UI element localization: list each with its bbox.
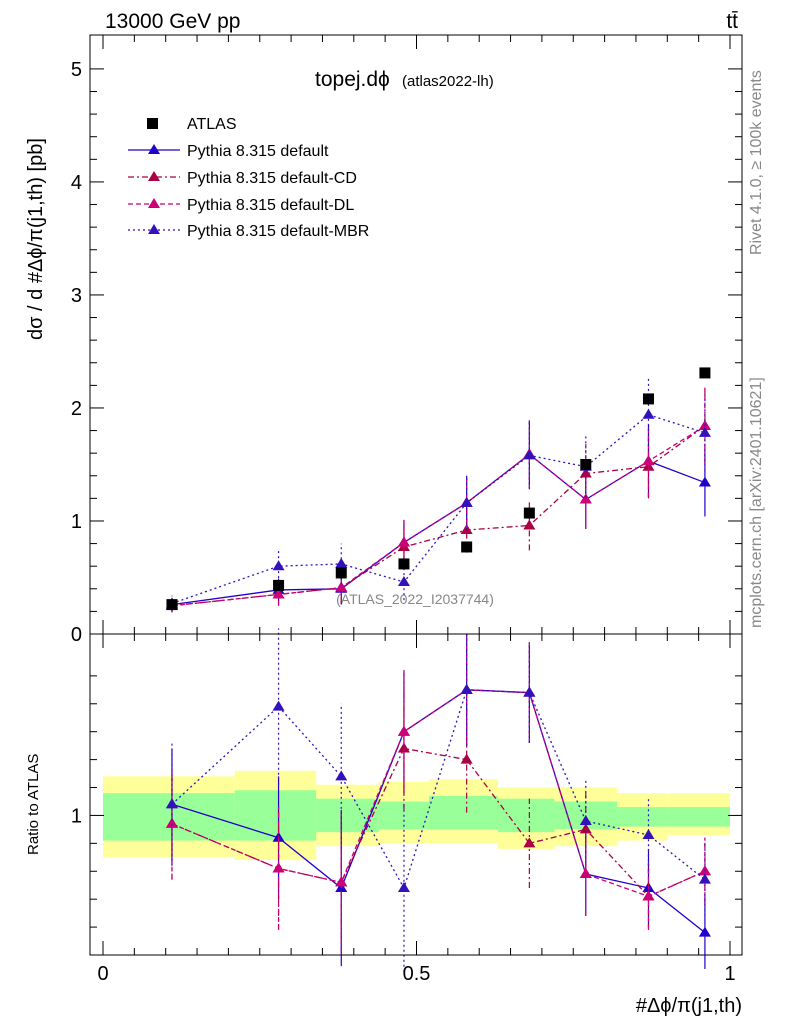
series-point-3-7 xyxy=(642,408,655,419)
series-line-2 xyxy=(171,425,706,607)
ratio-point-2-6 xyxy=(579,868,592,879)
band-inner-1 xyxy=(234,790,317,841)
band-inner-0 xyxy=(103,793,235,841)
y-axis-label-main: dσ / d #Δϕ/π(j1,th) [pb] xyxy=(25,138,47,340)
series-point-0-8 xyxy=(698,476,711,487)
chart-title-sub: (atlas2022-lh) xyxy=(402,73,494,90)
ratio-plot-area xyxy=(165,628,711,972)
chart-title: topej.dϕ xyxy=(315,68,390,91)
series-point-2-7 xyxy=(642,455,655,466)
side-text-bottom: mcplots.cern.ch [arXiv:2401.10621] xyxy=(748,377,765,628)
ratio-uncertainty-bands xyxy=(103,770,730,861)
data-point-7 xyxy=(642,393,654,405)
ratio-point-3-4 xyxy=(460,683,473,694)
series-point-2-3 xyxy=(397,536,410,547)
series-point-3-5 xyxy=(523,449,536,460)
series-point-1-7 xyxy=(642,460,655,471)
band-inner-8 xyxy=(667,807,730,827)
ratio-point-1-3 xyxy=(397,742,410,753)
x-axis-label: #Δϕ/π(j1,th) xyxy=(636,995,742,1017)
ratio-point-3-3 xyxy=(397,882,410,893)
main-plot-area xyxy=(165,367,711,613)
ratio-point-3-0 xyxy=(165,798,178,809)
y-tick-label-main-2: 2 xyxy=(71,398,82,420)
ratio-point-2-7 xyxy=(642,890,655,901)
legend: ATLAS Pythia 8.315 default Pythia 8.315 … xyxy=(128,116,369,240)
legend-label-series-2: Pythia 8.315 default-DL xyxy=(187,197,354,214)
ratio-point-2-1 xyxy=(272,862,285,873)
y-tick-label-main-3: 3 xyxy=(71,285,82,307)
ratio-point-1-5 xyxy=(523,837,536,848)
side-text-top: Rivet 4.1.0, ≥ 100k events xyxy=(748,70,765,255)
legend-label-series-1: Pythia 8.315 default-CD xyxy=(187,170,357,187)
data-point-5 xyxy=(523,507,535,519)
legend-label-series-3: Pythia 8.315 default-MBR xyxy=(187,223,369,240)
y-tick-label-main-4: 4 xyxy=(71,172,82,194)
ratio-point-2-0 xyxy=(165,817,178,828)
x-tick-label-1: 0.5 xyxy=(403,963,431,985)
legend-marker-series-3 xyxy=(148,224,160,234)
series-point-3-4 xyxy=(460,496,473,507)
x-tick-label-0: 0 xyxy=(97,963,108,985)
ratio-point-3-2 xyxy=(335,770,348,781)
series-line-0 xyxy=(171,453,706,606)
series-point-2-1 xyxy=(272,588,285,599)
series-line-1 xyxy=(171,425,706,607)
data-point-4 xyxy=(461,541,473,553)
data-point-1 xyxy=(273,579,285,591)
legend-label-series-0: Pythia 8.315 default xyxy=(187,143,329,160)
analysis-watermark: (ATLAS_2022_I2037744) xyxy=(336,591,494,607)
ratio-point-1-4 xyxy=(460,753,473,764)
series-point-2-6 xyxy=(579,493,592,504)
series-line-3 xyxy=(171,414,706,605)
ratio-point-3-5 xyxy=(523,686,536,697)
ratio-point-3-7 xyxy=(642,828,655,839)
header-left: 13000 GeV pp xyxy=(105,10,240,33)
legend-marker-series-2 xyxy=(148,198,160,208)
legend-label-data: ATLAS xyxy=(187,116,237,133)
ratio-point-0-8 xyxy=(698,926,711,937)
ratio-point-2-2 xyxy=(335,876,348,887)
data-point-6 xyxy=(580,458,592,470)
legend-marker-series-1 xyxy=(148,171,160,181)
series-point-3-2 xyxy=(335,557,348,568)
y-tick-label-main-1: 1 xyxy=(71,511,82,533)
data-point-2 xyxy=(335,567,347,579)
ratio-line-3 xyxy=(171,689,706,890)
data-point-8 xyxy=(699,367,711,379)
series-point-3-1 xyxy=(272,560,285,571)
band-inner-5 xyxy=(498,798,555,833)
x-tick-label-2: 1 xyxy=(724,963,735,985)
y-axis-label-ratio: Ratio to ATLAS xyxy=(25,754,42,855)
legend-marker-series-0 xyxy=(148,144,160,154)
series-point-3-8 xyxy=(698,426,711,437)
axes: 0 1 2 3 4 5 1 0 0.5 1 xyxy=(71,34,743,985)
data-point-3 xyxy=(398,558,410,570)
header-right: tt̄ xyxy=(726,10,738,33)
band-inner-7 xyxy=(617,807,668,827)
y-tick-label-main-0: 0 xyxy=(71,624,82,646)
ratio-point-3-1 xyxy=(272,700,285,711)
legend-marker-data xyxy=(147,118,158,129)
ratio-point-3-8 xyxy=(698,873,711,884)
y-tick-label-main-5: 5 xyxy=(71,59,82,81)
series-point-1-5 xyxy=(523,519,536,530)
series-point-3-3 xyxy=(397,576,410,587)
y-tick-label-ratio-0: 1 xyxy=(71,805,82,827)
band-inner-4 xyxy=(429,795,499,830)
ratio-point-2-3 xyxy=(397,725,410,736)
ratio-point-3-6 xyxy=(579,815,592,826)
data-point-0 xyxy=(166,599,178,611)
ratio-point-1-6 xyxy=(579,823,592,834)
series-point-2-2 xyxy=(335,581,348,592)
